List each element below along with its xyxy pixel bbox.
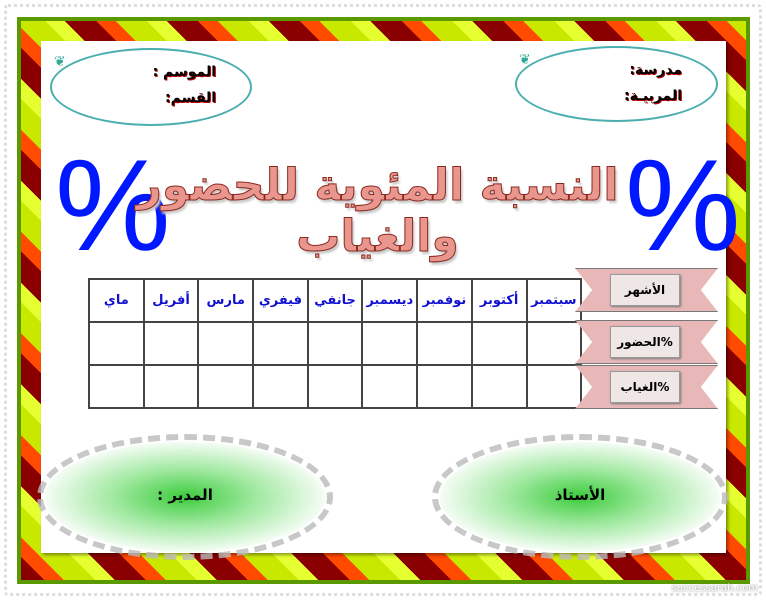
attendance-cell[interactable] <box>416 321 473 366</box>
school-label: مدرسة: <box>629 62 682 78</box>
attendance-cell[interactable] <box>142 321 200 366</box>
row-label-months: الأشهر <box>575 268 718 312</box>
school-info-oval: ❦ مدرسة: المربيـة: <box>515 46 718 122</box>
attendance-cell[interactable] <box>361 321 419 366</box>
month-cell: أفريل <box>142 278 200 323</box>
absence-cell[interactable] <box>197 364 255 409</box>
class-label: القسم: <box>165 90 216 106</box>
month-cell: نوفمبر <box>416 278 473 323</box>
attendance-cell[interactable] <box>88 321 145 366</box>
absence-cell[interactable] <box>252 364 309 409</box>
month-cell: مارس <box>197 278 255 323</box>
attendance-cell[interactable] <box>197 321 255 366</box>
row-label-attendance: %الحضور <box>575 320 718 364</box>
attendance-table: سبتمبر أكتوبر نوفمبر ديسمبر جانفي فيفري مارس أف… <box>88 278 583 409</box>
absence-row <box>88 364 583 409</box>
page-title: النسبة المئوية للحضور والغياب <box>136 160 619 263</box>
absence-cell[interactable] <box>306 364 364 409</box>
attendance-cell[interactable] <box>252 321 309 366</box>
month-cell: سبتمبر <box>525 278 583 323</box>
director-label: المدير : <box>157 486 213 504</box>
teacher-signature-burst: الأستاذ <box>432 434 728 560</box>
percent-symbol-left: % <box>55 132 171 278</box>
month-cell: ماي <box>88 278 145 323</box>
row-label-absence: %الغياب <box>575 365 718 409</box>
season-label: الموسم : <box>152 64 216 80</box>
season-info-oval: ❦ الموسم : القسم: <box>50 48 252 126</box>
month-cell: أكتوبر <box>470 278 528 323</box>
attendance-cell[interactable] <box>470 321 528 366</box>
ornament-icon: ❦ <box>519 52 531 68</box>
ornament-icon: ❦ <box>54 54 66 70</box>
absence-cell[interactable] <box>142 364 200 409</box>
attendance-cell[interactable] <box>306 321 364 366</box>
attendance-cell[interactable] <box>525 321 583 366</box>
month-cell: جانفي <box>306 278 364 323</box>
absence-cell[interactable] <box>361 364 419 409</box>
percent-symbol-right: % <box>625 132 741 278</box>
absence-cell[interactable] <box>525 364 583 409</box>
attendance-row <box>88 321 583 366</box>
month-cell: فيفري <box>252 278 309 323</box>
absence-cell[interactable] <box>416 364 473 409</box>
director-signature-burst: المدير : <box>37 434 333 560</box>
watermark: successarah.com <box>671 583 758 594</box>
teacher-label: الأستاذ <box>554 486 606 504</box>
absence-cell[interactable] <box>88 364 145 409</box>
month-cell: ديسمبر <box>361 278 419 323</box>
absence-cell[interactable] <box>470 364 528 409</box>
months-row: سبتمبر أكتوبر نوفمبر ديسمبر جانفي فيفري مارس أف… <box>88 278 583 323</box>
wilaya-label: المربيـة: <box>624 88 682 104</box>
